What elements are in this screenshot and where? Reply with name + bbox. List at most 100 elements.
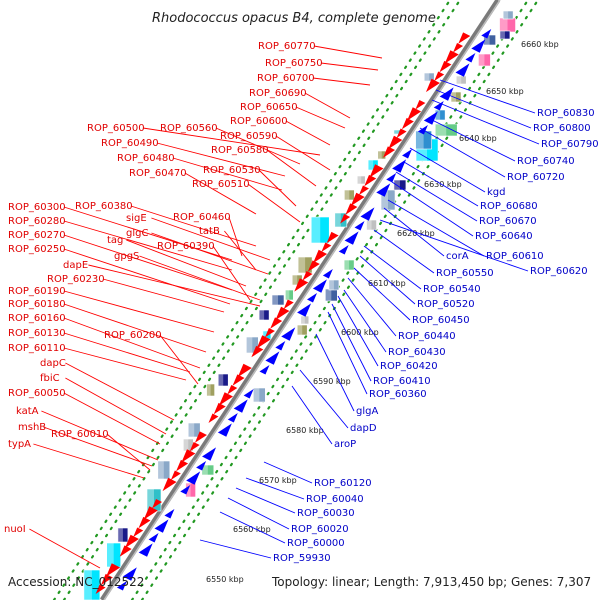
forward-leader-line	[258, 169, 297, 207]
forward-leader-line	[247, 183, 301, 223]
reverse-gene-label: glgA	[356, 406, 378, 417]
forward-gene-label: fbiC	[40, 373, 60, 384]
forward-leader-lines	[29, 45, 383, 569]
genome-axis-highlight	[103, 0, 501, 600]
reverse-leader-line	[219, 511, 286, 544]
reverse-gene-label: ROP_60020	[291, 524, 349, 535]
reverse-gene-label: ROP_60640	[475, 231, 533, 242]
reverse-leader-line	[419, 127, 506, 178]
forward-leader-line	[266, 149, 317, 187]
forward-leader-line	[33, 443, 145, 479]
forward-gene-label: ROP_60750	[265, 58, 323, 69]
forward-gene-arrow-5	[124, 534, 139, 549]
reverse-gene-label: ROP_60610	[486, 251, 544, 262]
forward-gene-arrow-42	[358, 185, 369, 195]
kbp-tick-label: 6640 kbp	[459, 134, 497, 143]
gene-box-28	[300, 315, 310, 325]
reverse-gene-arrow-26	[322, 269, 333, 279]
reverse-gene-label: ROP_60410	[373, 376, 431, 387]
gene-box-13	[285, 289, 294, 301]
forward-leader-line	[151, 232, 269, 275]
gene-box-43	[499, 17, 516, 33]
dotted-guide-0	[52, 0, 452, 600]
forward-gene-arrow-37	[326, 231, 339, 244]
forward-gene-label: ROP_60270	[8, 230, 66, 241]
forward-gene-label: mshB	[18, 422, 46, 433]
forward-leader-line	[63, 220, 233, 271]
forward-gene-arrow-36	[321, 242, 332, 252]
kbp-tick-label: 6610 kbp	[368, 279, 406, 288]
forward-leader-line	[41, 410, 159, 461]
forward-leader-line	[65, 362, 175, 421]
reverse-gene-label: ROP_60040	[306, 494, 364, 505]
reverse-leader-line	[439, 79, 536, 114]
reverse-gene-label: kgd	[487, 187, 506, 198]
forward-gene-arrow-13	[176, 459, 189, 472]
forward-leader-line	[63, 234, 233, 291]
forward-gene-label: ROP_60500	[87, 123, 145, 134]
gene-box-40	[455, 75, 467, 85]
reverse-leader-line	[343, 289, 387, 353]
reverse-gene-label: ROP_60720	[507, 172, 565, 183]
forward-leader-line	[130, 205, 257, 247]
forward-gene-arrow-57	[453, 43, 464, 53]
forward-leader-line	[275, 135, 331, 171]
forward-gene-arrow-18	[208, 413, 219, 423]
reverse-leader-line	[387, 199, 485, 257]
forward-leader-line	[172, 157, 283, 191]
reverse-gene-arrow-14	[227, 413, 238, 423]
forward-leader-line	[102, 278, 225, 313]
forward-gene-arrow-19	[213, 402, 226, 415]
forward-gene-label: ROP_60010	[51, 429, 109, 440]
forward-gene-arrow-41	[350, 192, 365, 207]
forward-leader-line	[312, 77, 371, 86]
reverse-gene-label: ROP_60830	[537, 108, 595, 119]
reverse-gene-labels: ROP_60830 ROP_60800 ROP_60790 ROP_60740 ROP_…	[273, 108, 599, 564]
reverse-leader-line	[431, 99, 540, 145]
kbp-tick-label: 6630 kbp	[424, 180, 462, 189]
reverse-gene-arrow-16	[243, 389, 254, 399]
forward-gene-arrow-35	[313, 249, 328, 264]
forward-gene-arrow-46	[383, 146, 396, 158]
forward-gene-label: ROP_60490	[101, 138, 159, 149]
reverse-gene-arrow-9	[186, 471, 201, 485]
forward-leader-line	[63, 332, 191, 373]
forward-gene-arrow-39	[340, 214, 351, 224]
forward-gene-arrow-4	[119, 545, 132, 557]
kbp-tick-label: 6590 kbp	[313, 377, 351, 386]
forward-leader-line	[63, 290, 215, 333]
forward-gene-label: ROP_60280	[8, 216, 66, 227]
forward-leader-line	[43, 426, 153, 467]
reverse-gene-arrow-29	[344, 231, 359, 245]
reverse-leader-line	[427, 117, 516, 162]
reverse-gene-label: ROP_60440	[398, 331, 456, 342]
gene-box-30	[328, 279, 340, 291]
reverse-gene-arrow-5	[154, 519, 169, 533]
gene-box-32	[366, 219, 377, 231]
reverse-gene-label: ROP_60360	[369, 389, 427, 400]
reverse-gene-label: ROP_60520	[417, 299, 475, 310]
reverse-gene-arrow-0	[116, 581, 127, 591]
forward-gene-arrow-23	[237, 363, 252, 378]
reverse-gene-label: ROP_60430	[388, 347, 446, 358]
forward-gene-label: ROP_60180	[8, 299, 66, 310]
forward-leader-line	[63, 347, 187, 381]
forward-gene-label: ROP_60690	[249, 88, 307, 99]
gene-box-12	[271, 294, 285, 306]
forward-gene-label: typA	[8, 439, 31, 450]
reverse-gene-arrow-35	[392, 159, 407, 173]
forward-gene-arrow-50	[407, 107, 422, 121]
topology-text: Topology: linear; Length: 7,913,450 bp; …	[271, 575, 591, 589]
forward-leader-line	[139, 255, 261, 301]
forward-gene-label: ROP_60130	[8, 328, 66, 339]
reverse-gene-label: ROP_60740	[517, 156, 575, 167]
forward-gene-arrow-6	[133, 527, 144, 537]
forward-gene-label: dapC	[40, 358, 66, 369]
forward-gene-arrow-25	[251, 345, 264, 358]
forward-leader-line	[65, 377, 167, 435]
gene-box-38	[434, 109, 446, 121]
forward-gene-label: gpgS	[114, 251, 139, 262]
gene-box-16	[310, 216, 330, 244]
forward-gene-label: dapE	[63, 260, 88, 271]
